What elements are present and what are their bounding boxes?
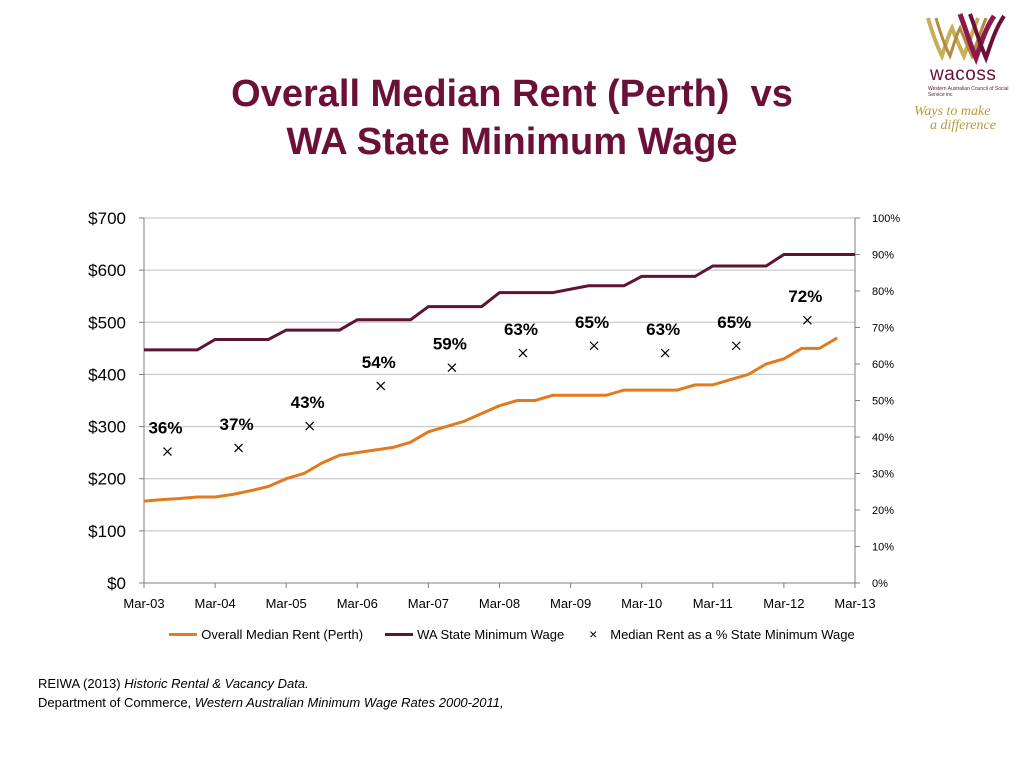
pct-point-marker (589, 341, 599, 351)
wacoss-logo: wacoss Western Australian Council of Soc… (908, 10, 1020, 135)
chart-legend: Overall Median Rent (Perth) WA State Min… (0, 626, 1024, 642)
logo-tagline-2: a difference (930, 118, 996, 133)
logo-tagline-1: Ways to make (914, 104, 991, 119)
logo-name: wacoss (930, 64, 997, 85)
pct-data-label: 65% (717, 313, 751, 332)
y-right-tick-label: 70% (872, 323, 894, 335)
pct-data-label: 59% (433, 335, 467, 354)
title-line-2: WA State Minimum Wage (286, 121, 738, 163)
x-tick-label: Mar-05 (266, 596, 307, 611)
x-tick-label: Mar-11 (693, 596, 733, 611)
y-right-tick-label: 20% (872, 505, 894, 517)
y-left-tick-label: $100 (88, 522, 126, 541)
pct-point-marker (305, 421, 315, 431)
y-left-tick-label: $400 (88, 365, 126, 384)
pct-point-marker (731, 341, 741, 351)
pct-data-label: 43% (291, 393, 325, 412)
y-right-tick-label: 30% (872, 469, 894, 481)
pct-data-label: 54% (362, 353, 396, 372)
x-tick-label: Mar-04 (195, 596, 236, 611)
y-right-tick-label: 90% (872, 250, 894, 262)
sources: REIWA (2013) Historic Rental & Vacancy D… (38, 674, 504, 712)
pct-point-marker (518, 348, 528, 358)
pct-data-label: 72% (788, 287, 822, 306)
wacoss-logo-icon (926, 13, 1006, 66)
y-right-tick-label: 0% (872, 578, 888, 590)
pct-data-label: 63% (646, 320, 680, 339)
y-left-tick-label: $700 (88, 209, 126, 228)
pct-point-marker (234, 443, 243, 453)
legend-item-wage: WA State Minimum Wage (385, 626, 564, 642)
pct-data-label: 37% (220, 415, 254, 434)
y-left-tick-label: $500 (88, 313, 126, 332)
x-tick-label: Mar-09 (550, 596, 591, 611)
y-left-tick-label: $0 (107, 574, 126, 593)
legend-swatch-wage (385, 632, 414, 636)
y-right-tick-label: 100% (872, 213, 900, 225)
legend-label-wage: WA State Minimum Wage (417, 626, 565, 642)
y-right-tick-label: 60% (872, 359, 894, 371)
x-tick-label: Mar-03 (123, 596, 164, 611)
x-tick-label: Mar-13 (834, 596, 875, 611)
pct-data-label: 63% (504, 320, 538, 339)
pct-data-label: 65% (575, 313, 609, 332)
legend-item-rent: Overall Median Rent (Perth) (169, 626, 363, 642)
legend-item-pct: × Median Rent as a % State Minimum Wage (586, 626, 855, 642)
y-left-tick-label: $600 (88, 261, 126, 280)
source-commerce: Department of Commerce, Western Australi… (38, 695, 504, 710)
x-tick-label: Mar-10 (621, 596, 662, 611)
rent-vs-wage-chart: $0 $100 $200 $300 $400 $500 $600 $700 0% 10% 20% 30… (88, 209, 900, 611)
legend-marker-x-icon: × (589, 626, 598, 642)
title-line-1: Overall Median Rent (Perth) vs (231, 73, 793, 115)
y-left-tick-label: $300 (88, 418, 126, 437)
series-line-wage (144, 253, 855, 352)
x-tick-label: Mar-08 (479, 596, 520, 611)
y-right-tick-label: 50% (872, 396, 894, 408)
pct-point-marker (802, 315, 812, 325)
page-title: Overall Median Rent (Perth) vs WA State … (100, 70, 924, 166)
pct-point-marker (660, 348, 670, 358)
pct-point-marker (376, 381, 386, 391)
logo-subtitle: Western Australian Council of Social Ser… (928, 86, 1009, 98)
legend-label-pct: Median Rent as a % State Minimum Wage (610, 626, 855, 642)
pct-point-marker (163, 447, 172, 457)
pct-data-label: 36% (148, 419, 182, 438)
pct-point-marker (447, 363, 457, 373)
series-line-rent (143, 336, 838, 503)
legend-swatch-rent (169, 632, 198, 636)
x-tick-label: Mar-06 (337, 596, 378, 611)
y-right-tick-label: 10% (872, 542, 894, 554)
source-reiwa: REIWA (2013) Historic Rental & Vacancy D… (38, 676, 309, 691)
legend-label-rent: Overall Median Rent (Perth) (201, 626, 364, 642)
y-left-tick-label: $200 (88, 470, 126, 489)
x-tick-label: Mar-12 (763, 596, 804, 611)
x-tick-label: Mar-07 (408, 596, 449, 611)
y-right-tick-label: 80% (872, 286, 894, 298)
y-right-tick-label: 40% (872, 432, 894, 444)
